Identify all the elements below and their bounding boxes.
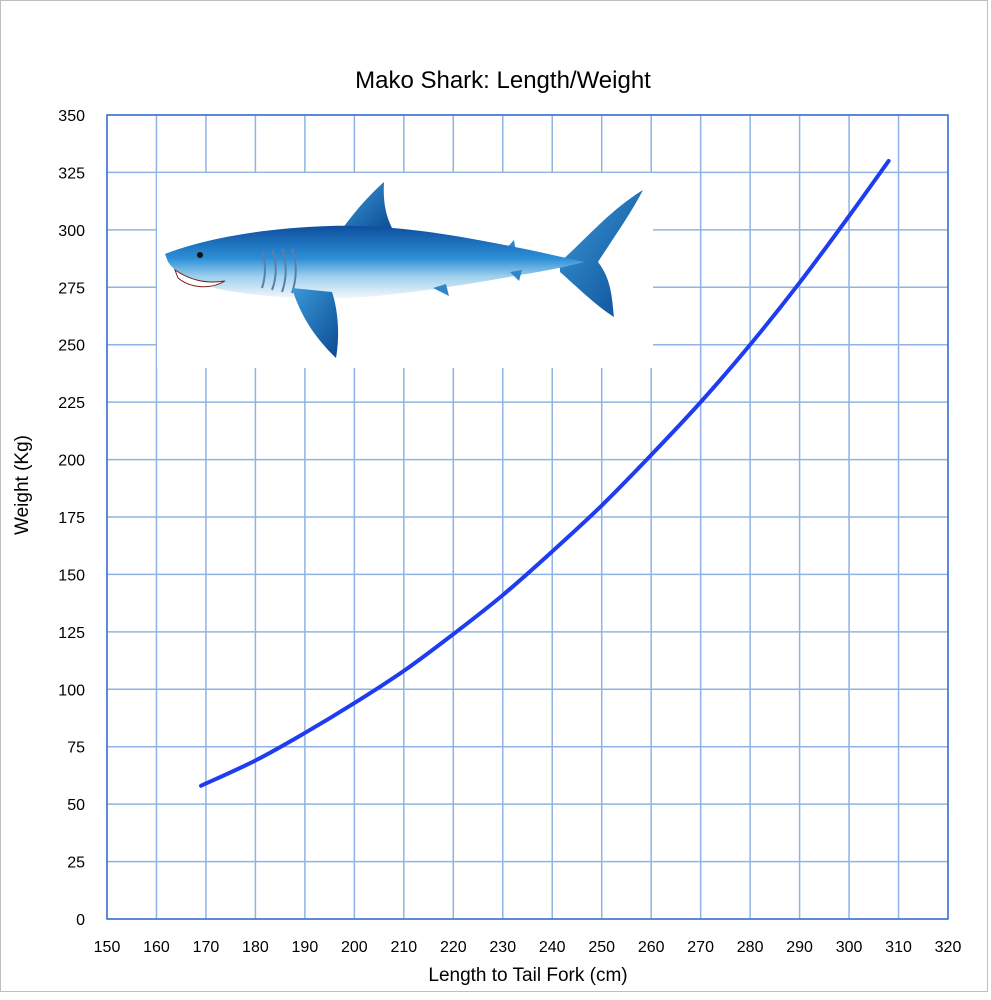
y-tick-label: 200 (58, 453, 85, 470)
x-tick-label: 280 (737, 939, 764, 956)
x-tick-label: 250 (588, 939, 615, 956)
x-tick-label: 220 (440, 939, 467, 956)
x-tick-label: 270 (687, 939, 714, 956)
y-tick-label: 350 (58, 108, 85, 125)
x-tick-label: 300 (836, 939, 863, 956)
y-tick-label: 125 (58, 625, 85, 642)
x-tick-label: 240 (539, 939, 566, 956)
x-tick-label: 170 (193, 939, 220, 956)
x-axis-label: Length to Tail Fork (cm) (428, 965, 627, 986)
y-axis-label: Weight (Kg) (12, 435, 33, 535)
chart-title: Mako Shark: Length/Weight (355, 67, 651, 94)
series-line (198, 158, 891, 788)
x-tick-label: 320 (935, 939, 962, 956)
y-tick-label: 175 (58, 510, 85, 527)
y-tick-label: 325 (58, 165, 85, 182)
x-tick-label: 190 (292, 939, 319, 956)
y-tick-label: 150 (58, 567, 85, 584)
y-tick-label: 250 (58, 338, 85, 355)
x-tick-label: 310 (885, 939, 912, 956)
x-tick-labels: 150 160 170 180 190 200 210 220 230 240 250 260 270 2… (94, 939, 962, 956)
y-tick-label: 50 (67, 797, 85, 814)
x-tick-label: 150 (94, 939, 121, 956)
y-tick-label: 0 (76, 912, 85, 929)
x-tick-label: 290 (786, 939, 813, 956)
x-tick-label: 160 (143, 939, 170, 956)
plot-area-border (106, 114, 949, 920)
y-tick-label: 75 (67, 740, 85, 757)
mako-shark-illustration (157, 173, 653, 368)
y-tick-label: 100 (58, 682, 85, 699)
y-tick-labels: 0 25 50 75 100 125 150 175 200 225 250 275 300 325 350 (58, 108, 85, 929)
y-tick-label: 25 (67, 855, 85, 872)
x-tick-label: 230 (489, 939, 516, 956)
x-tick-label: 180 (242, 939, 269, 956)
y-tick-label: 225 (58, 395, 85, 412)
x-tick-label: 210 (390, 939, 417, 956)
plot-border (106, 114, 949, 920)
x-tick-label: 200 (341, 939, 368, 956)
y-tick-label: 275 (58, 280, 85, 297)
x-tick-label: 260 (638, 939, 665, 956)
y-tick-label: 300 (58, 223, 85, 240)
